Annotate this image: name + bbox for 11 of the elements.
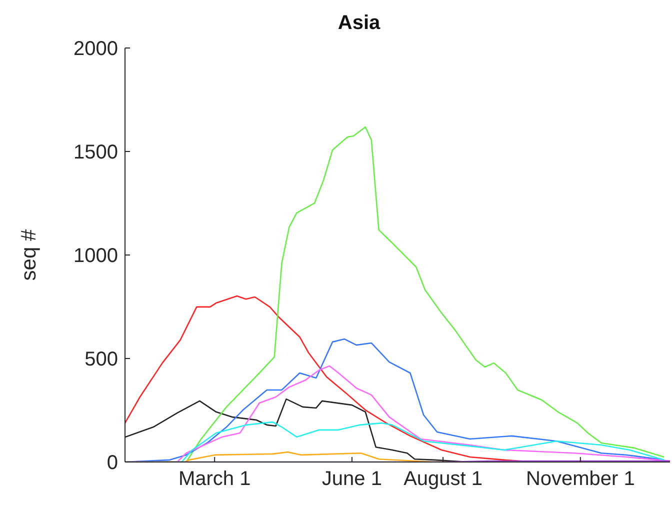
y-tick-label: 500 <box>84 348 118 371</box>
x-tick-label: June 1 <box>322 468 382 490</box>
y-tick-label: 1000 <box>74 245 118 268</box>
x-tick-label: August 1 <box>404 468 483 490</box>
y-tick-label: 0 <box>106 452 118 474</box>
y-tick-label: 2000 <box>74 38 118 60</box>
y-axis-title: seq # <box>17 228 40 281</box>
chart-title: Asia <box>336 11 382 36</box>
x-tick-label: November 1 <box>526 468 635 490</box>
x-tick-label: March 1 <box>178 468 251 490</box>
y-tick-label: 1500 <box>74 142 118 164</box>
